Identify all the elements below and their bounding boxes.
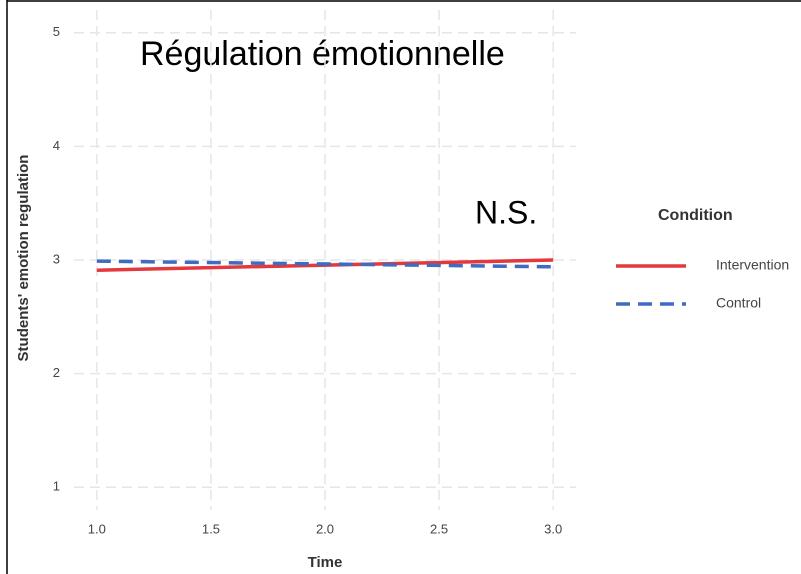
annotation: N.S. xyxy=(475,194,537,230)
series-line xyxy=(96,259,554,269)
x-axis-label: Time xyxy=(308,554,343,571)
x-tick-label: 1.0 xyxy=(88,521,106,536)
legend-label: Control xyxy=(716,295,761,311)
x-tick-label: 2.0 xyxy=(316,521,334,536)
x-tick-label: 2.5 xyxy=(430,521,448,536)
x-tick-label: 1.5 xyxy=(202,521,220,536)
y-tick-label: 3 xyxy=(53,251,60,266)
chart-title: Régulation émotionnelle xyxy=(140,35,505,73)
y-tick-label: 2 xyxy=(53,365,60,380)
legend-label: Intervention xyxy=(716,257,789,273)
y-tick-label: 4 xyxy=(53,138,60,153)
x-tick-label: 3.0 xyxy=(544,521,562,536)
y-tick-label: 1 xyxy=(53,479,60,494)
y-tick-label: 5 xyxy=(53,24,60,39)
y-axis-label: Students' emotion regulation xyxy=(15,155,32,362)
legend-title: Condition xyxy=(658,207,733,224)
